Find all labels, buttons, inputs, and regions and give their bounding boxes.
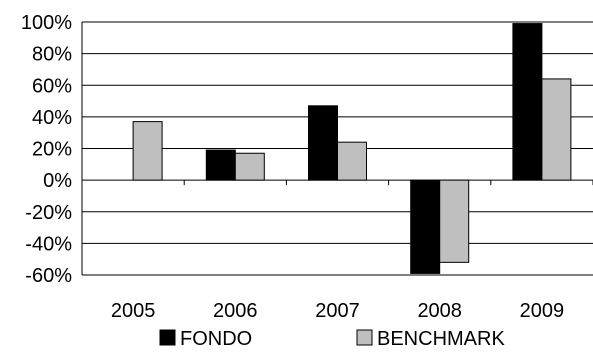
x-tick-label: 2006 [213, 300, 258, 322]
bar-fondo-2008 [410, 179, 441, 274]
x-tick-label: 2005 [111, 300, 156, 322]
legend-label-benchmark: BENCHMARK [377, 328, 505, 350]
y-tick-label: 40% [32, 107, 72, 129]
bar-fondo-2009 [512, 23, 543, 181]
legend-swatch-benchmark [356, 329, 373, 346]
bar-benchmark-2009 [541, 78, 572, 181]
x-tick-label: 2009 [520, 300, 565, 322]
y-tick-label: 20% [32, 139, 72, 161]
x-tick-label: 2008 [417, 300, 462, 322]
x-tick-label: 2007 [315, 300, 360, 322]
legend-label-fondo: FONDO [180, 328, 252, 350]
y-tick-label: -60% [25, 265, 72, 287]
bar-fondo-2007 [308, 105, 338, 181]
bar-benchmark-2006 [234, 152, 265, 181]
y-tick-label: -20% [25, 202, 72, 224]
y-tick-label: 0% [43, 170, 72, 192]
bar-benchmark-2005 [132, 121, 163, 181]
legend-swatch-fondo [159, 329, 176, 346]
y-tick-label: -40% [25, 233, 72, 255]
bar-benchmark-2007 [337, 141, 367, 181]
bar-benchmark-2008 [439, 179, 470, 263]
y-tick-label: 100% [21, 12, 72, 34]
y-tick-label: 60% [32, 75, 72, 97]
y-tick-label: 80% [32, 44, 72, 66]
bar-fondo-2006 [205, 149, 236, 181]
